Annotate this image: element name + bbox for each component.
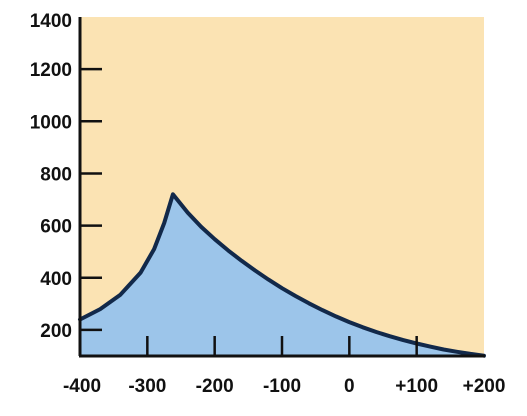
- x-tick-labels: -400 -300 -200 -100 0 +100 +200: [63, 376, 505, 397]
- x-tick-label: 0: [344, 376, 355, 397]
- y-ticks: [80, 67, 102, 332]
- series-line: [78, 192, 486, 358]
- y-tick-label: 1000: [30, 112, 72, 133]
- y-tick-labels: 200 400 600 800 1000 1200 1400: [30, 11, 72, 342]
- y-tick-label: 400: [40, 269, 72, 290]
- x-tick-label: +200: [463, 376, 506, 397]
- y-tick-label: 1200: [30, 60, 72, 81]
- x-ticks: [146, 336, 418, 356]
- y-tick-label: 800: [40, 164, 72, 185]
- x-tick-label: -400: [63, 376, 101, 397]
- x-tick-label: -200: [196, 376, 234, 397]
- y-tick-label: 1400: [30, 11, 72, 32]
- x-tick-label: -300: [128, 376, 166, 397]
- y-tick-label: 200: [40, 321, 72, 342]
- x-tick-label: +100: [395, 376, 438, 397]
- area-fill: [80, 194, 484, 356]
- y-tick-label: 600: [40, 217, 72, 238]
- x-tick-label: -100: [263, 376, 301, 397]
